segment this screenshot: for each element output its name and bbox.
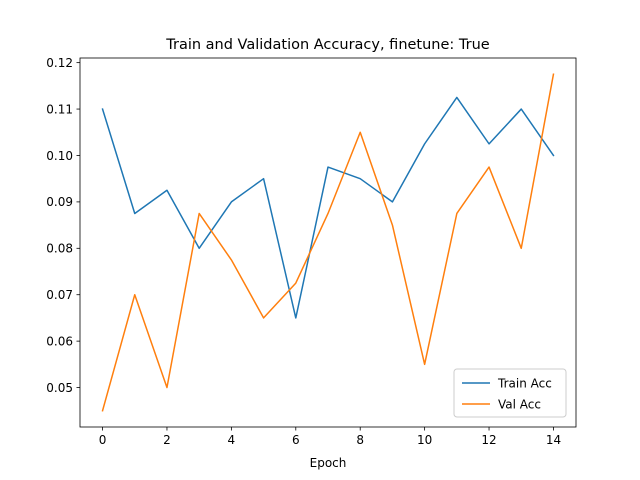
- plot-area: 0 2 4 6 8 10 12 14 0.05 0.06 0.07 0.08 0.09 0.10 0.11 0…: [46, 56, 577, 447]
- axes-frame: [79, 57, 577, 428]
- y-tick-label: 0.10: [46, 149, 73, 163]
- y-tick-label: 0.12: [46, 56, 73, 70]
- x-tick-label: 10: [417, 433, 432, 447]
- x-tick-label: 8: [356, 433, 364, 447]
- y-tick-label: 0.08: [46, 242, 73, 256]
- y-tick-label: 0.07: [46, 288, 73, 302]
- y-tick-label: 0.06: [46, 334, 73, 348]
- x-tick-label: 2: [163, 433, 171, 447]
- legend-box: [453, 368, 567, 418]
- series-line-1: [101, 73, 555, 412]
- x-axis-label: Epoch: [310, 456, 347, 470]
- series-line-0: [101, 96, 555, 319]
- chart-title: Train and Validation Accuracy, finetune:…: [165, 37, 490, 53]
- y-tick-label: 0.09: [46, 195, 73, 209]
- y-tick-label: 0.11: [46, 102, 73, 116]
- x-tick-label: 6: [292, 433, 300, 447]
- x-tick-label: 4: [228, 433, 236, 447]
- legend-label-0: Train Acc: [497, 376, 552, 390]
- legend-label-1: Val Acc: [498, 397, 541, 411]
- x-tick-label: 12: [481, 433, 496, 447]
- x-tick-label: 0: [99, 433, 107, 447]
- y-tick-label: 0.05: [46, 381, 73, 395]
- x-tick-label: 14: [546, 433, 561, 447]
